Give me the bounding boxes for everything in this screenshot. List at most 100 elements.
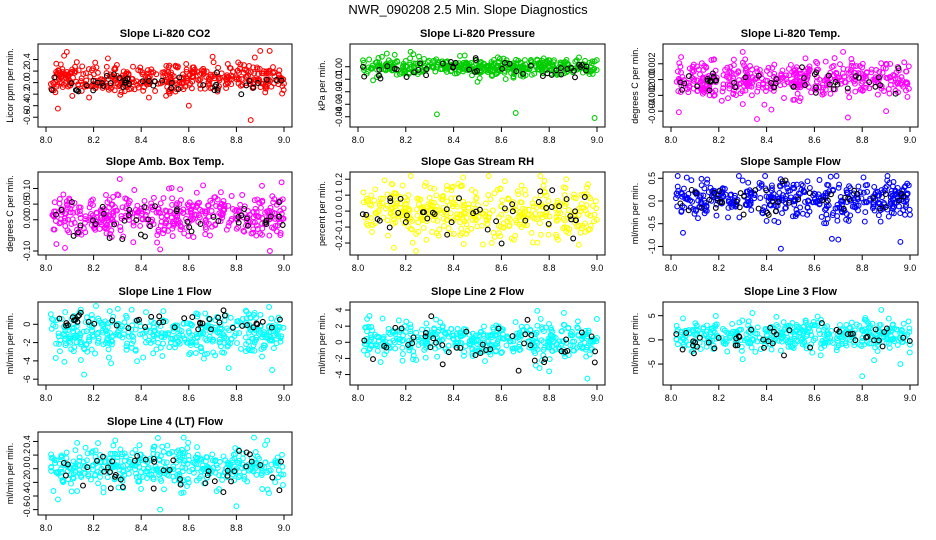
data-point <box>454 325 461 332</box>
flagged-point <box>142 456 149 463</box>
y-tick-label: -0.1 <box>334 219 344 235</box>
flagged-point <box>75 229 82 236</box>
flagged-point <box>572 208 579 215</box>
data-point <box>194 311 201 318</box>
data-point <box>158 330 165 337</box>
data-point <box>108 360 115 367</box>
data-point <box>700 85 707 92</box>
flagged-point <box>99 453 106 460</box>
x-tick-label: 8.6 <box>183 523 196 533</box>
data-point <box>217 189 224 196</box>
data-point <box>430 216 437 223</box>
data-point <box>117 446 124 453</box>
data-point <box>267 336 274 343</box>
data-point <box>268 461 275 468</box>
data-point <box>160 459 167 466</box>
flagged-point <box>263 217 270 224</box>
data-point <box>187 339 194 346</box>
flagged-point <box>563 196 570 203</box>
data-point <box>114 329 121 335</box>
data-point <box>77 306 84 313</box>
data-point <box>368 202 375 209</box>
data-point <box>491 60 498 67</box>
x-tick-label: 8.4 <box>135 523 148 533</box>
data-point <box>76 454 83 461</box>
data-point <box>93 303 99 309</box>
data-point <box>108 201 115 208</box>
flagged-point <box>562 348 569 355</box>
data-point <box>503 334 510 341</box>
data-point <box>777 347 784 354</box>
flagged-point <box>825 72 832 79</box>
data-point <box>561 217 568 224</box>
data-point <box>774 202 781 209</box>
data-point <box>228 216 235 222</box>
data-point <box>426 57 432 64</box>
data-point <box>730 62 737 69</box>
flagged-point <box>75 88 82 95</box>
plot-title: Slope Amb. Box Temp. <box>106 156 225 168</box>
y-tick-label: -5 <box>647 360 657 368</box>
data-point <box>874 348 881 355</box>
data-point <box>110 313 117 320</box>
flagged-point <box>854 190 861 197</box>
data-point <box>847 67 854 74</box>
data-point <box>497 233 504 240</box>
outlier-point <box>154 435 161 441</box>
data-point <box>209 451 216 458</box>
flagged-point <box>238 91 245 98</box>
data-point <box>377 195 384 202</box>
data-point <box>814 60 821 67</box>
data-point <box>742 87 749 94</box>
data-point <box>906 329 913 335</box>
data-point <box>422 354 429 361</box>
data-point <box>878 85 885 92</box>
data-point <box>202 310 209 317</box>
data-point <box>574 223 581 230</box>
data-point <box>128 85 135 92</box>
data-point <box>703 322 710 329</box>
data-point <box>243 315 250 322</box>
data-point <box>460 68 467 75</box>
data-point <box>537 231 544 238</box>
data-point <box>844 66 851 73</box>
data-point <box>566 226 573 233</box>
data-point <box>400 63 406 70</box>
plot-title: Slope Line 2 Flow <box>431 286 524 298</box>
data-point <box>85 66 92 73</box>
x-tick-label: 8.6 <box>495 393 508 403</box>
data-point <box>677 63 684 70</box>
data-point <box>86 94 93 101</box>
data-point <box>60 191 67 198</box>
data-point <box>150 446 157 453</box>
data-point <box>483 217 490 224</box>
data-point <box>827 173 834 180</box>
flagged-point <box>170 457 177 464</box>
data-point <box>193 189 200 196</box>
data-point <box>145 94 152 101</box>
flagged-point <box>864 333 871 340</box>
data-point <box>100 489 107 496</box>
data-point <box>454 214 461 221</box>
data-point <box>121 450 128 457</box>
data-point <box>55 330 62 337</box>
flagged-point <box>384 63 391 70</box>
data-point <box>163 218 170 225</box>
data-point <box>128 462 135 469</box>
data-point <box>269 193 276 200</box>
data-point <box>138 208 145 215</box>
data-point <box>168 69 174 76</box>
flagged-point <box>248 458 255 465</box>
flagged-point <box>696 334 703 341</box>
data-point <box>68 480 74 487</box>
data-point <box>732 192 738 199</box>
data-point <box>383 348 390 354</box>
flagged-point <box>737 190 744 197</box>
flagged-point <box>139 78 146 85</box>
flagged-point <box>711 345 718 352</box>
flagged-point <box>799 64 805 71</box>
data-point <box>592 198 599 205</box>
outlier-point <box>390 244 397 251</box>
x-tick-label: 9.0 <box>904 263 917 273</box>
y-tick-label: -0.6 <box>22 502 32 518</box>
